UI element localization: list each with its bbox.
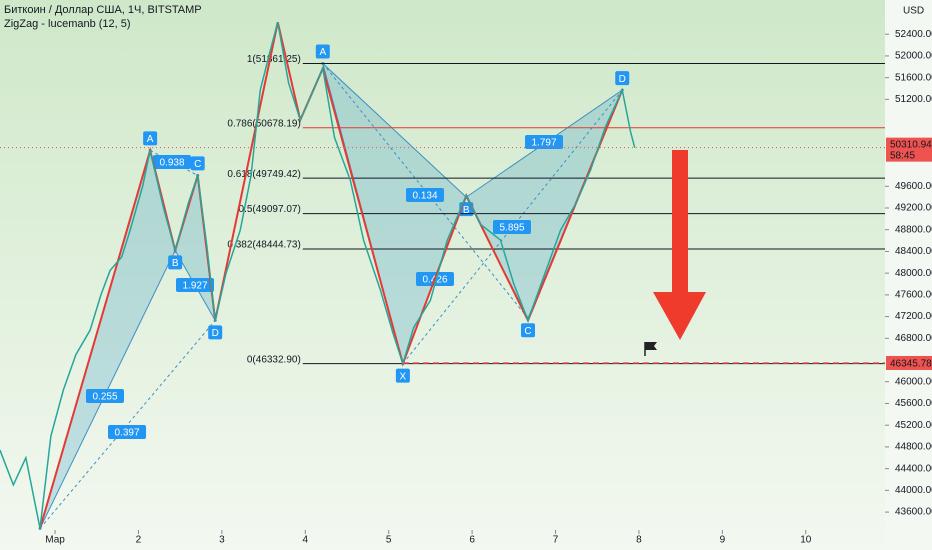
y-tick-label: 49600.00 bbox=[895, 181, 932, 192]
pattern-label-text: B bbox=[463, 205, 470, 216]
pattern-label-bg bbox=[190, 156, 205, 171]
pattern-label-bg bbox=[315, 44, 330, 59]
y-tick-label: 48000.00 bbox=[895, 268, 932, 279]
x-tick-label: 10 bbox=[800, 535, 812, 546]
x-tick-label: 4 bbox=[303, 535, 309, 546]
y-tick-label: 45200.00 bbox=[895, 420, 932, 431]
pattern-label: C bbox=[190, 156, 205, 171]
pattern-label-text: B bbox=[172, 258, 179, 269]
pattern-ratio: 0.134 bbox=[406, 188, 444, 202]
pattern-label: C bbox=[520, 323, 535, 338]
y-tick-label: 51600.00 bbox=[895, 72, 932, 83]
y-tick-label: 48800.00 bbox=[895, 224, 932, 235]
flag bbox=[644, 342, 657, 356]
pattern-label-text: A bbox=[147, 134, 154, 145]
chart-title: Биткоин / Доллар США, 1Ч, BITSTAMP bbox=[4, 4, 202, 16]
y-tick-label: 44400.00 bbox=[895, 463, 932, 474]
pattern-ratio: 1.797 bbox=[525, 135, 563, 149]
y-tick-label: 44800.00 bbox=[895, 442, 932, 453]
pattern-label-bg bbox=[208, 325, 223, 340]
y-tick-label: 47600.00 bbox=[895, 290, 932, 301]
y-tick-label: 52000.00 bbox=[895, 51, 932, 62]
y-tick-label: 46000.00 bbox=[895, 376, 932, 387]
pattern-label-text: X bbox=[400, 371, 407, 382]
pattern-label: A bbox=[143, 131, 158, 146]
pattern-ratio-bg bbox=[108, 425, 146, 439]
last-price-label: 50310.94 bbox=[890, 139, 932, 150]
y-tick-label: 44000.00 bbox=[895, 485, 932, 496]
price-axis bbox=[885, 0, 932, 550]
pattern-ratio: 1.927 bbox=[176, 278, 214, 292]
pattern-ratio-text: 0.397 bbox=[114, 428, 139, 439]
price-line bbox=[0, 22, 636, 529]
last-price-box bbox=[886, 137, 932, 162]
y-tick-label: 43600.00 bbox=[895, 507, 932, 518]
pattern-ratio-bg bbox=[86, 389, 124, 403]
pattern-label: D bbox=[615, 71, 630, 86]
pattern-label-bg bbox=[615, 71, 630, 86]
indicator-name: ZigZag - lucemanb (12, 5) bbox=[4, 18, 131, 30]
pattern-ratio: 0.938 bbox=[153, 155, 191, 169]
pattern-ratio: 0.397 bbox=[108, 425, 146, 439]
pattern-label: B bbox=[168, 255, 183, 270]
y-tick-label: 48400.00 bbox=[895, 246, 932, 257]
pattern-label-bg bbox=[143, 131, 158, 146]
pattern-ratio-bg bbox=[406, 188, 444, 202]
pattern-label-text: C bbox=[524, 326, 531, 337]
layer: 43600.00 44000.00 44400.00 44800.00 45200.00… bbox=[0, 22, 932, 546]
pattern-ratio-text: 0.938 bbox=[159, 158, 184, 169]
pattern-ratio-text: 0.134 bbox=[412, 191, 437, 202]
currency: USD bbox=[903, 6, 924, 17]
down-arrow bbox=[653, 150, 706, 340]
fib-label: 0.382(48444.73) bbox=[227, 240, 300, 251]
y-tick-label: 45600.00 bbox=[895, 398, 932, 409]
pattern-label-bg bbox=[168, 255, 183, 270]
fib-label: 0.5(49097.07) bbox=[239, 204, 301, 215]
pattern-label-text: A bbox=[319, 47, 326, 58]
pattern-ratio: 0.255 bbox=[86, 389, 124, 403]
pattern-ratio-bg bbox=[153, 155, 191, 169]
y-tick-label: 52400.00 bbox=[895, 29, 932, 40]
pattern-ratio-bg bbox=[493, 220, 531, 234]
pattern-ratio-bg bbox=[525, 135, 563, 149]
fib-label: 0.618(49749.42) bbox=[227, 169, 300, 180]
pattern-label-text: C bbox=[194, 159, 201, 170]
target-box bbox=[886, 355, 932, 370]
x-tick-label: 3 bbox=[219, 535, 225, 546]
fib-label: 1(51861.25) bbox=[247, 54, 301, 65]
y-tick-label: 51200.00 bbox=[895, 94, 932, 105]
pattern-label-text: D bbox=[212, 328, 219, 339]
pattern-label-bg bbox=[520, 323, 535, 338]
pattern-label: X bbox=[395, 368, 410, 383]
y-tick-label: 47200.00 bbox=[895, 311, 932, 322]
target-label: 46345.78 bbox=[890, 359, 932, 370]
x-tick-label: 6 bbox=[469, 535, 475, 546]
x-tick-label: 2 bbox=[136, 535, 142, 546]
x-tick-label: Мар bbox=[45, 535, 65, 546]
x-tick-label: 5 bbox=[386, 535, 392, 546]
x-tick-label: 8 bbox=[636, 535, 642, 546]
pattern-ratio-text: 5.895 bbox=[499, 223, 524, 234]
pattern-label: A bbox=[315, 44, 330, 59]
fib-label: 0(46332.90) bbox=[247, 354, 301, 365]
y-tick-label: 46800.00 bbox=[895, 333, 932, 344]
y-tick-label: 49200.00 bbox=[895, 203, 932, 214]
pattern-ratio-bg bbox=[176, 278, 214, 292]
pattern-ratio-text: 1.797 bbox=[531, 138, 556, 149]
pattern-ratio: 5.895 bbox=[493, 220, 531, 234]
pattern-ratio-text: 1.927 bbox=[182, 281, 207, 292]
pattern-label-bg bbox=[395, 368, 410, 383]
pattern-label-text: D bbox=[619, 74, 626, 85]
x-tick-label: 9 bbox=[720, 535, 726, 546]
pattern-label: D bbox=[208, 325, 223, 340]
pattern-ratio-text: 0.255 bbox=[92, 392, 117, 403]
countdown: 58:45 bbox=[890, 150, 915, 161]
x-tick-label: 7 bbox=[553, 535, 559, 546]
fib-label: 0.786(50678.19) bbox=[227, 118, 300, 129]
